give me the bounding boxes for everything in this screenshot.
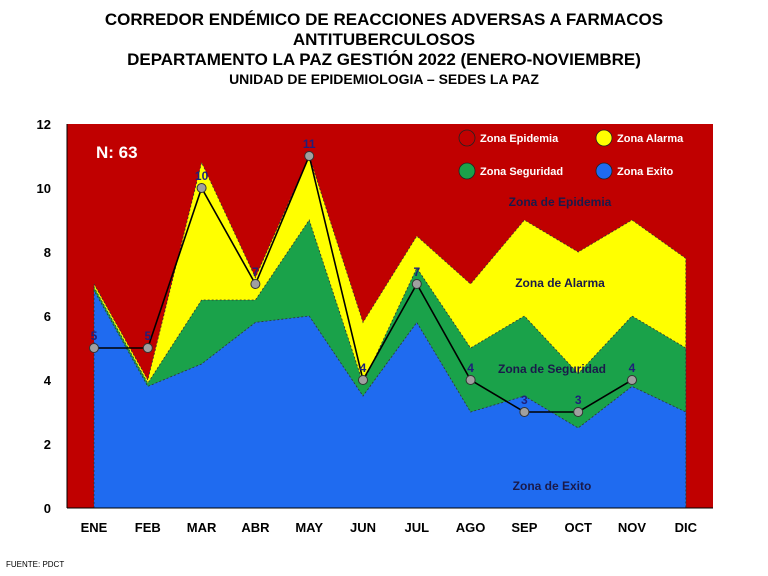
zone-label: Zona de Exito [513,479,592,493]
chart-title-line-4: UNIDAD DE EPIDEMIOLOGIA – SEDES LA PAZ [229,71,539,87]
zone-label: Zona de Alarma [515,276,605,290]
x-tick-label: ABR [241,520,270,535]
data-label: 11 [303,137,316,151]
legend-label: Zona Seguridad [480,166,563,178]
data-label: 3 [521,393,528,407]
chart-title-line-3: DEPARTAMENTO LA PAZ GESTIÓN 2022 (ENERO-… [127,50,641,69]
x-tick-label: MAR [187,520,217,535]
observed-2022-point [304,151,315,161]
x-tick-label: ENE [81,520,108,535]
data-label: 10 [195,169,209,183]
observed-2022-point [358,375,368,385]
x-tick-label: DIC [675,520,698,535]
observed-2022-point [196,183,207,193]
x-tick-label: SEP [511,520,537,535]
x-tick-label: AGO [456,520,486,535]
legend-label: Zona Alarma [617,133,684,145]
data-label: 4 [467,361,474,375]
legend-swatch [595,162,613,180]
chart-title-line-1: CORREDOR ENDÉMICO DE REACCIONES ADVERSAS… [104,10,664,29]
y-tick-label: 8 [44,245,51,260]
x-tick-label: JUN [350,520,376,535]
data-label: 7 [413,265,420,279]
x-tick-label: MAY [295,520,323,535]
n-count-label: N: 63 [96,143,138,162]
legend-label: Zona Epidemia [480,133,559,145]
x-tick-label: JUL [405,520,430,535]
y-tick-label: 6 [44,309,51,324]
y-tick-label: 4 [44,373,52,388]
data-label: 3 [575,393,582,407]
y-tick-label: 0 [44,501,51,516]
chart-titles: CORREDOR ENDÉMICO DE REACCIONES ADVERSAS… [0,10,768,88]
legend-swatch [458,129,476,147]
data-label: 4 [629,361,636,375]
observed-2022-point [250,279,261,289]
data-label: 7 [252,265,259,279]
chart-title-line-2: ANTITUBERCULOSOS [292,30,476,49]
x-tick-label: OCT [564,520,592,535]
data-label: 5 [91,329,98,343]
data-label: 4 [360,361,367,375]
zone-label: Zona de Epidemia [509,195,612,209]
x-tick-label: FEB [135,520,161,535]
y-tick-label: 10 [37,181,51,196]
observed-2022-point [411,279,422,289]
area-success-zone [93,288,687,509]
y-tick-label: 12 [37,117,51,132]
zone-label: Zona de Seguridad [498,362,606,376]
x-tick-label: NOV [618,520,647,535]
y-tick-label: 2 [44,437,51,452]
legend-swatch [458,162,476,180]
data-label: 5 [144,329,151,343]
observed-2022-point [465,375,476,385]
source-footer: FUENTE: PDCT [6,560,65,569]
observed-2022-point [89,343,99,353]
observed-2022-point [627,375,637,385]
observed-2022-point [573,407,584,417]
legend-swatch [595,129,613,147]
legend-label: Zona Exito [617,166,674,178]
observed-2022-point [142,343,153,353]
observed-2022-point [519,407,530,417]
